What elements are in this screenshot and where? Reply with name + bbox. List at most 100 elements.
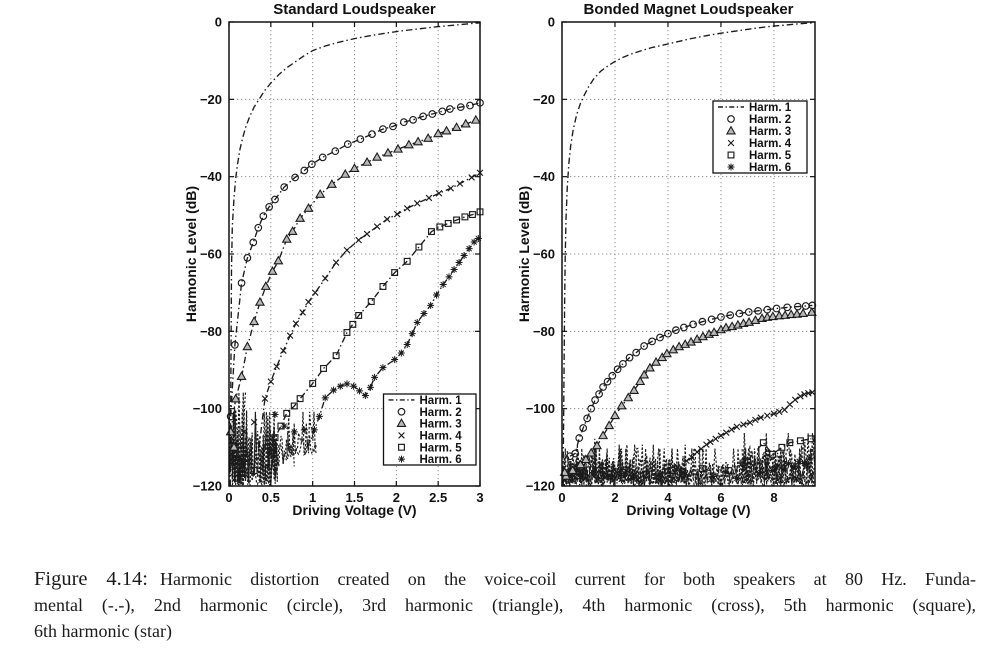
marker-star bbox=[391, 356, 399, 364]
series-markers-harm-6 bbox=[310, 235, 482, 434]
marker-triangle bbox=[303, 202, 314, 212]
noise-marker-star bbox=[271, 410, 279, 418]
marker-star bbox=[330, 386, 338, 394]
noise-line bbox=[566, 438, 621, 483]
marker-circle bbox=[754, 306, 762, 315]
y-tick-label: 0 bbox=[548, 15, 555, 30]
marker-square bbox=[796, 437, 804, 445]
marker-cross bbox=[712, 435, 719, 443]
marker-circle bbox=[379, 125, 387, 133]
caption-line-1: Figure 4.14: Harmonic distortion created … bbox=[34, 566, 976, 592]
marker-circle bbox=[254, 223, 263, 232]
series-line-harm-5 bbox=[267, 211, 480, 460]
legend-label: Harm. 4 bbox=[749, 138, 792, 150]
marker-circle bbox=[428, 110, 437, 118]
marker-triangle bbox=[236, 371, 247, 381]
y-tick-label: −20 bbox=[533, 92, 555, 107]
marker-triangle bbox=[362, 156, 373, 166]
noise-marker-cross bbox=[240, 428, 248, 436]
noise-marker-square bbox=[619, 468, 627, 476]
marker-star bbox=[408, 330, 416, 338]
marker-square bbox=[743, 457, 751, 465]
x-tick-label: 0 bbox=[558, 490, 565, 505]
marker-circle bbox=[689, 320, 698, 329]
marker-circle bbox=[307, 160, 316, 169]
marker-cross bbox=[332, 259, 340, 266]
marker-triangle bbox=[470, 114, 481, 124]
marker-triangle bbox=[413, 136, 424, 146]
marker-cross bbox=[355, 236, 362, 244]
marker-cross bbox=[703, 441, 710, 448]
marker-circle bbox=[599, 383, 607, 391]
marker-star bbox=[432, 291, 440, 299]
marker-star bbox=[310, 426, 318, 434]
noise-marker-star bbox=[577, 470, 585, 478]
marker-cross bbox=[435, 189, 443, 197]
marker-triangle bbox=[295, 213, 306, 222]
marker-circle bbox=[226, 412, 235, 421]
series-line-harm-6 bbox=[772, 457, 811, 472]
noise-line bbox=[231, 430, 278, 486]
marker-cross bbox=[261, 395, 269, 402]
marker-star bbox=[774, 462, 782, 470]
noise-marker-star bbox=[757, 468, 765, 476]
marker-cross bbox=[311, 289, 319, 296]
y-tick-label: −40 bbox=[200, 169, 222, 184]
marker-cross bbox=[693, 448, 701, 456]
caption-line-2: mental (-.-), 2nd harmonic (circle), 3rd… bbox=[34, 595, 976, 615]
marker-cross bbox=[286, 332, 294, 339]
series-line-harm-1 bbox=[562, 22, 814, 486]
plot-standard-loudspeaker: 0 0.5 1 1.5 2 2.5 3 0 −20 −40 −60 −80 −100 −120 Standa… bbox=[183, 1, 484, 518]
marker-circle bbox=[583, 414, 592, 423]
series-markers-harm-3 bbox=[225, 114, 481, 436]
x-axis-label: Driving Voltage (V) bbox=[292, 502, 416, 518]
marker-circle bbox=[744, 308, 753, 316]
marker-star bbox=[806, 454, 814, 462]
caption-line-1-text: Harmonic distortion created on the voice… bbox=[160, 569, 977, 589]
marker-triangle bbox=[451, 122, 462, 132]
marker-star bbox=[350, 382, 358, 390]
marker-triangle bbox=[629, 385, 640, 394]
marker-cross bbox=[722, 429, 730, 436]
marker-triangle bbox=[281, 233, 292, 243]
marker-triangle bbox=[433, 128, 444, 138]
marker-triangle bbox=[242, 341, 253, 351]
marker-square bbox=[355, 312, 363, 319]
x-tick-label: 2 bbox=[611, 490, 618, 505]
marker-triangle bbox=[616, 400, 627, 410]
figure-caption: Figure 4.14: Harmonic distortion created … bbox=[34, 566, 976, 644]
marker-cross bbox=[764, 412, 771, 419]
marker-cross bbox=[688, 454, 696, 461]
marker-cross bbox=[740, 421, 747, 428]
harmonic-distortion-charts: 0 0.5 1 1.5 2 2.5 3 0 −20 −40 −60 −80 −100 −120 Standa… bbox=[183, 1, 817, 518]
marker-circle bbox=[243, 253, 252, 262]
marker-triangle bbox=[639, 369, 650, 379]
noise-line bbox=[287, 411, 317, 457]
marker-cross bbox=[697, 445, 705, 453]
y-tick-label: −60 bbox=[200, 247, 222, 262]
legend-label: Harm. 3 bbox=[749, 126, 791, 138]
x-tick-label: 0 bbox=[225, 490, 232, 505]
marker-triangle bbox=[635, 376, 646, 386]
marker-circle bbox=[608, 371, 617, 380]
marker-cross bbox=[425, 194, 433, 202]
marker-cross bbox=[447, 184, 455, 192]
noise-marker-cross bbox=[624, 465, 632, 472]
marker-circle bbox=[640, 342, 649, 350]
marker-cross bbox=[770, 410, 778, 417]
legend-label: Harm. 6 bbox=[749, 162, 791, 174]
marker-circle bbox=[399, 118, 408, 127]
series-markers-harm-4 bbox=[261, 169, 484, 402]
marker-triangle bbox=[403, 139, 414, 149]
y-tick-label: −120 bbox=[526, 479, 555, 494]
marker-triangle bbox=[441, 125, 452, 135]
noise-line bbox=[266, 436, 295, 467]
marker-cross bbox=[468, 174, 475, 181]
marker-circle bbox=[717, 313, 725, 321]
legend-sample-triangle bbox=[396, 418, 407, 428]
legend-sample-square bbox=[727, 151, 735, 159]
y-axis-label: Harmonic Level (dB) bbox=[183, 186, 199, 322]
marker-circle bbox=[230, 340, 239, 349]
marker-circle bbox=[591, 396, 599, 405]
marker-triangle bbox=[249, 316, 260, 326]
